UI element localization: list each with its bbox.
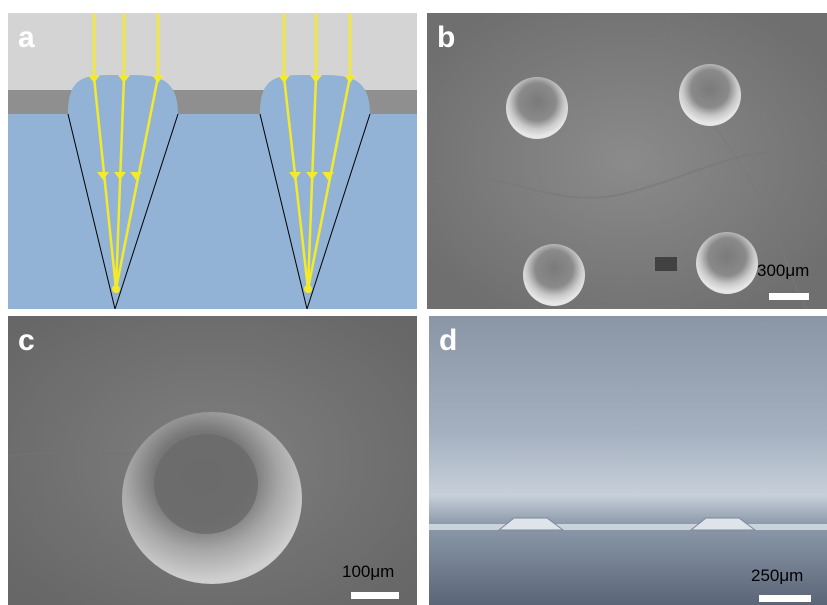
side-view-photo: [429, 316, 827, 605]
panel-d-side-view: d 250μm: [429, 316, 827, 605]
panel-label-b: b: [437, 21, 456, 54]
microlens-d-right: [689, 517, 757, 531]
panel-a-schematic: a: [8, 13, 417, 309]
ray-arrows-right: [278, 75, 356, 180]
cone-line-right-b: [306, 113, 371, 309]
microlens-b-3: [523, 244, 585, 306]
focal-point-right: [304, 285, 312, 293]
microlens-b-4: [696, 232, 758, 294]
scale-bar-b: [769, 293, 809, 300]
schematic-diagram: [8, 13, 417, 309]
scale-label-d: 250μm: [751, 566, 804, 585]
scale-bar-c: [351, 592, 399, 599]
top-layer: [8, 13, 417, 90]
microlens-b-1: [506, 77, 568, 139]
scale-bar-d: [759, 595, 811, 602]
substrate: [8, 114, 417, 309]
sem-image-array: [427, 13, 827, 309]
focal-point-left: [112, 285, 120, 293]
panel-label-c: c: [18, 324, 35, 357]
scale-label-c: 100μm: [342, 562, 395, 581]
microlens-b-2: [679, 64, 741, 126]
panel-label-d: d: [439, 324, 458, 357]
microlens-c-top: [154, 434, 258, 534]
cone-line-right-a: [259, 113, 308, 309]
scale-label-b: 300μm: [757, 261, 810, 280]
panel-label-a: a: [18, 21, 35, 54]
sem-image-single: [8, 316, 417, 605]
debris: [655, 257, 677, 271]
panel-b-sem-array: b 300μm: [427, 13, 827, 309]
microlens-d-left: [497, 517, 565, 531]
cone-line-left-b: [114, 113, 179, 309]
panel-c-sem-single: c 100μm: [8, 316, 417, 605]
ray-arrows-left: [88, 75, 164, 180]
cone-line-left-a: [67, 113, 116, 309]
